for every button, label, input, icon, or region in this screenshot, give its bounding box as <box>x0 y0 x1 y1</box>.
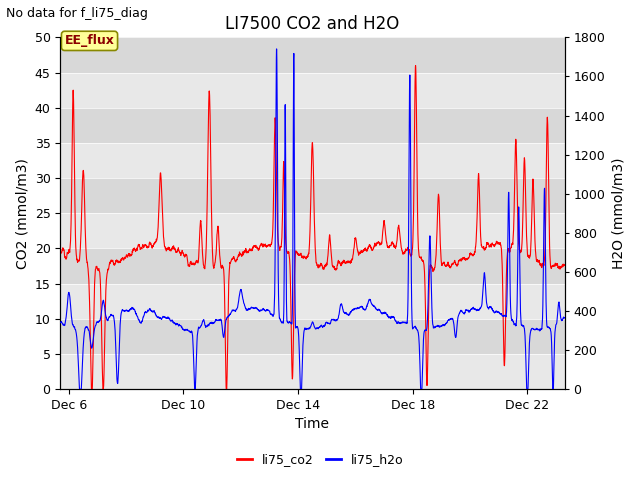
Legend: li75_co2, li75_h2o: li75_co2, li75_h2o <box>232 448 408 471</box>
Y-axis label: H2O (mmol/m3): H2O (mmol/m3) <box>611 157 625 269</box>
Bar <box>60 213 564 249</box>
Text: EE_flux: EE_flux <box>65 35 115 48</box>
Y-axis label: CO2 (mmol/m3): CO2 (mmol/m3) <box>15 158 29 269</box>
Bar <box>60 284 564 319</box>
Bar <box>60 143 564 178</box>
Bar <box>60 249 564 284</box>
Title: LI7500 CO2 and H2O: LI7500 CO2 and H2O <box>225 15 399 33</box>
Bar <box>60 37 564 72</box>
Bar <box>60 72 564 108</box>
X-axis label: Time: Time <box>296 418 330 432</box>
Bar <box>60 178 564 213</box>
Bar <box>60 319 564 354</box>
Bar <box>60 108 564 143</box>
Text: No data for f_li75_diag: No data for f_li75_diag <box>6 7 148 20</box>
Bar <box>60 354 564 389</box>
